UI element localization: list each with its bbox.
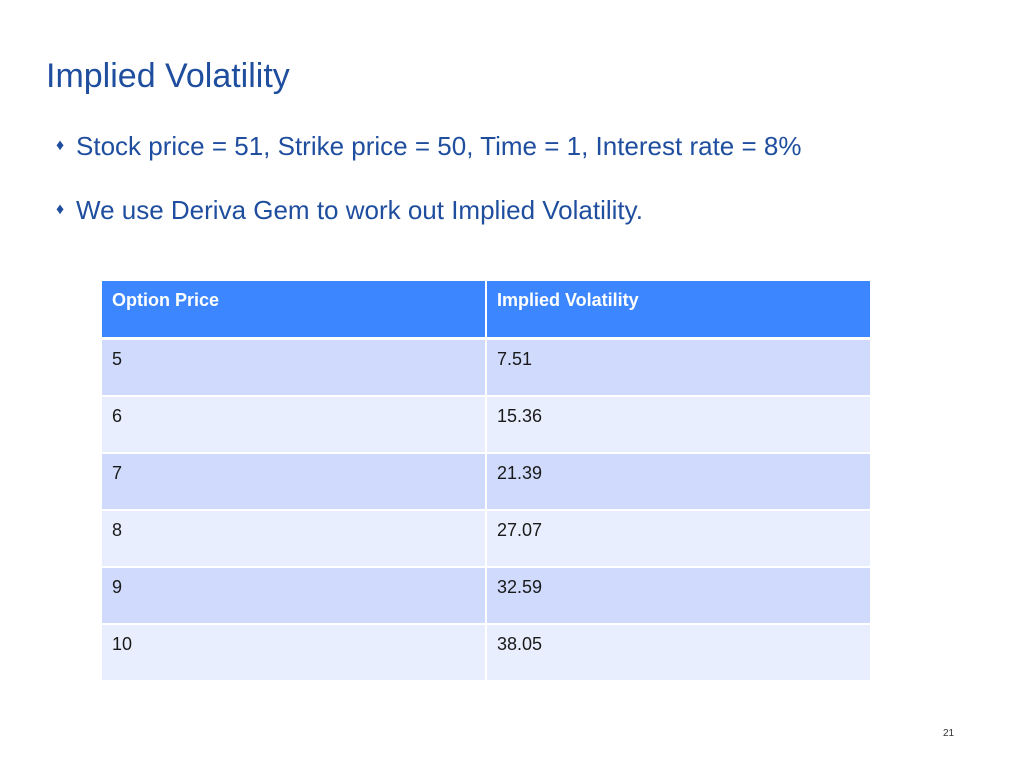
bullet-text: Stock price = 51, Strike price = 50, Tim… [76, 131, 802, 161]
implied-volatility-table: Option Price Implied Volatility 5 7.51 6… [100, 281, 872, 682]
table-row: 9 32.59 [100, 567, 872, 625]
bullet-list: ♦ Stock price = 51, Strike price = 50, T… [56, 128, 801, 228]
cell-implied-volatility: 38.05 [485, 624, 872, 682]
cell-implied-volatility: 32.59 [485, 567, 872, 625]
table-row: 7 21.39 [100, 453, 872, 511]
header-option-price: Option Price [100, 281, 487, 340]
bullet-item: ♦ Stock price = 51, Strike price = 50, T… [56, 128, 801, 164]
cell-implied-volatility: 21.39 [485, 453, 872, 511]
table-row: 5 7.51 [100, 338, 872, 397]
cell-option-price: 8 [100, 510, 487, 568]
cell-option-price: 6 [100, 396, 487, 454]
diamond-bullet-icon: ♦ [56, 201, 65, 218]
table-header-row: Option Price Implied Volatility [100, 281, 872, 340]
cell-option-price: 10 [100, 624, 487, 682]
diamond-bullet-icon: ♦ [56, 137, 65, 154]
cell-implied-volatility: 15.36 [485, 396, 872, 454]
cell-option-price: 5 [100, 338, 487, 397]
cell-implied-volatility: 27.07 [485, 510, 872, 568]
bullet-item: ♦ We use Deriva Gem to work out Implied … [56, 192, 801, 228]
table-row: 8 27.07 [100, 510, 872, 568]
bullet-text: We use Deriva Gem to work out Implied Vo… [76, 195, 643, 225]
cell-implied-volatility: 7.51 [485, 338, 872, 397]
header-implied-volatility: Implied Volatility [485, 281, 872, 340]
slide-title: Implied Volatility [46, 57, 290, 95]
cell-option-price: 9 [100, 567, 487, 625]
page-number: 21 [943, 728, 955, 739]
table-row: 10 38.05 [100, 624, 872, 682]
table-row: 6 15.36 [100, 396, 872, 454]
cell-option-price: 7 [100, 453, 487, 511]
